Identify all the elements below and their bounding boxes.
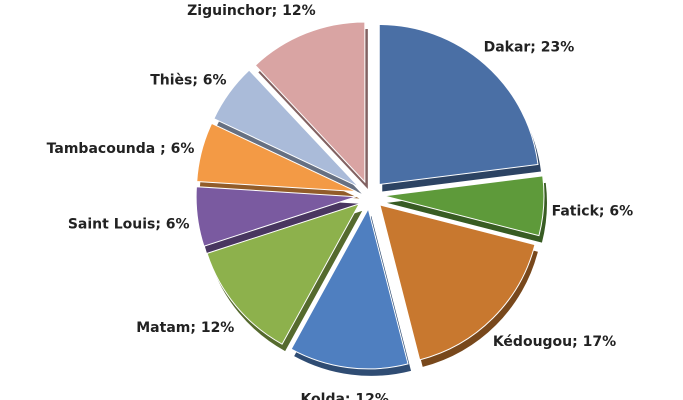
data-label: Dakar; 23% [484, 39, 575, 55]
slice [383, 175, 545, 237]
data-label: Kédougou; 17% [493, 334, 616, 350]
data-label: Thiès; 6% [150, 72, 226, 88]
data-label: Ziguinchor; 12% [187, 3, 315, 19]
slice [206, 203, 361, 345]
data-label: Matam; 12% [136, 320, 234, 336]
data-label: Kolda; 12% [300, 391, 388, 400]
data-label: Saint Louis; 6% [68, 216, 190, 232]
slice [213, 69, 360, 188]
data-label: Fatick; 6% [552, 204, 634, 220]
slice [254, 21, 366, 184]
slice [195, 186, 357, 247]
slice [196, 122, 357, 193]
data-label: Tambacounda ; 6% [47, 141, 195, 157]
slice [290, 207, 409, 370]
slice [378, 23, 539, 186]
slice [379, 204, 536, 361]
